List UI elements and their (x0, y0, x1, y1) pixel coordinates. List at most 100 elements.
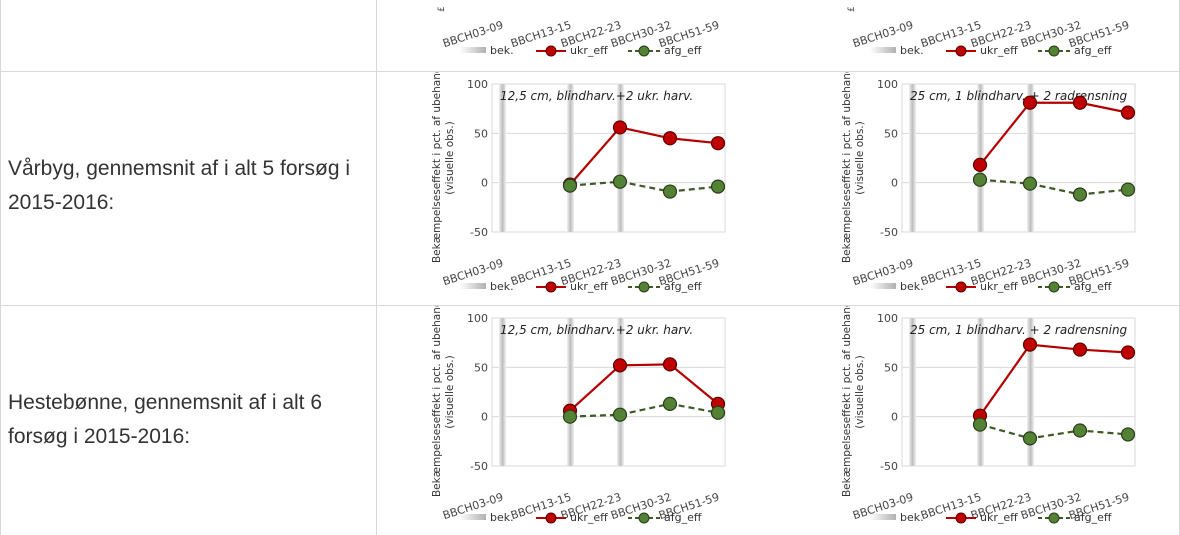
plot-area (491, 317, 726, 467)
legend-ukr-label: ukr_eff (570, 44, 608, 57)
y-axis-label-line2: (visuelle obs.) (854, 355, 866, 428)
legend-ukr-marker (545, 281, 557, 293)
plot-area (901, 317, 1136, 467)
bek-band (617, 84, 624, 232)
y-tick-label: -50 (470, 460, 488, 473)
legend-bek-swatch (460, 514, 486, 520)
table-vline-left (0, 0, 1, 535)
legend-afg-marker (1048, 281, 1060, 293)
chart-heste-left: 100 50 0 -50 Bekæmpelseseffekt i pct. af ube… (431, 306, 726, 524)
data-point-ukr_eff (662, 131, 678, 146)
plot-area (491, 83, 726, 233)
data-point-afg_eff (562, 409, 578, 424)
y-tick-label: 50 (884, 127, 898, 140)
series-line-afg_eff (979, 178, 1129, 196)
y-axis-label-line2: (visuelle obs.) (854, 121, 866, 194)
y-axis-label: Bekæmpelseseffekt i pct. af ubehandlet (431, 306, 443, 497)
bek-band (909, 318, 916, 466)
bek-band (977, 318, 984, 466)
bek-band (567, 84, 574, 232)
data-point-ukr_eff (1120, 345, 1136, 360)
y-axis-label: Bekæmpelseseffekt i pct. af ubehandlet (431, 72, 443, 263)
legend-ukr-marker (545, 45, 557, 57)
legend-afg-marker (1048, 45, 1060, 57)
legend-bek-label: bek. (900, 44, 924, 57)
y-tick-label: -50 (470, 226, 488, 239)
legend-bek-label: bek. (900, 511, 924, 524)
bek-band (1027, 318, 1034, 466)
series-line-afg_eff (569, 402, 719, 418)
legend: bek. ukr_eff afg_eff (460, 44, 702, 57)
y-tick-label: 100 (467, 312, 488, 325)
y-tick-label: 0 (481, 411, 488, 424)
legend-afg-marker (1048, 512, 1060, 524)
data-point-afg_eff (612, 407, 628, 422)
legend-afg-label: afg_eff (664, 44, 702, 57)
series-line-ukr_eff (979, 101, 1129, 166)
chart-varbyg-left: 100 50 0 -50 Bekæmpelseseffekt i pct. af ube… (431, 72, 726, 293)
legend-afg-label: afg_eff (1074, 44, 1112, 57)
y-tick-label: 50 (474, 127, 488, 140)
bek-band (1027, 84, 1034, 232)
y-tick-label: 100 (467, 78, 488, 91)
bek-band (909, 84, 916, 232)
bek-band (567, 318, 574, 466)
legend-ukr-marker (955, 512, 967, 524)
series-line-ukr_eff (569, 363, 719, 412)
data-point-afg_eff (710, 179, 726, 194)
y-tick-label: -50 (880, 460, 898, 473)
legend-ukr-marker (545, 512, 557, 524)
legend-ukr-marker (955, 281, 967, 293)
data-point-ukr_eff (662, 357, 678, 372)
legend: bek. ukr_eff afg_eff (460, 280, 702, 293)
legend-ukr-label: ukr_eff (980, 280, 1018, 293)
legend-ukr-label: ukr_eff (980, 44, 1018, 57)
y-tick-label: 0 (891, 411, 898, 424)
row-label-hestebonne: Hestebønne, gennemsnit af i alt 6 forsøg… (8, 391, 323, 448)
table-hline-2 (0, 305, 1180, 306)
y-axis-label-line2: (visuelle obs.) (444, 121, 456, 194)
legend-bek-label: bek. (490, 280, 514, 293)
data-point-afg_eff (662, 184, 678, 199)
y-axis-label-fragment: £ (847, 6, 857, 12)
row-label-varbyg: Vårbyg, gennemsnit af i alt 5 forsøg i 2… (8, 157, 350, 214)
legend-bek-swatch (460, 283, 486, 289)
legend-afg-label: afg_eff (1074, 511, 1112, 524)
bek-band (617, 318, 624, 466)
data-point-ukr_eff (972, 157, 988, 173)
bek-band (499, 84, 506, 232)
data-point-afg_eff (710, 405, 726, 420)
bek-band (499, 318, 506, 466)
legend-ukr-label: ukr_eff (570, 280, 608, 293)
legend-afg-label: afg_eff (664, 511, 702, 524)
data-point-afg_eff (562, 178, 578, 193)
y-tick-label: 100 (877, 78, 898, 91)
data-point-ukr_eff (1072, 95, 1088, 110)
legend-bek-label: bek. (490, 511, 514, 524)
y-axis-label: Bekæmpelseseffekt i pct. af ubehandlet (841, 72, 853, 263)
y-tick-label: 0 (481, 177, 488, 190)
data-point-afg_eff (972, 172, 988, 187)
chart-heste-right: 100 50 0 -50 Bekæmpelseseffekt i pct. af ube… (841, 306, 1136, 524)
series-line-afg_eff (979, 423, 1129, 440)
data-point-ukr_eff (612, 120, 628, 135)
y-axis-label-line2: (visuelle obs.) (444, 355, 456, 428)
data-point-afg_eff (612, 174, 628, 189)
series-line-afg_eff (569, 180, 719, 193)
y-tick-label: -50 (880, 226, 898, 239)
legend-bek-swatch (460, 47, 486, 53)
data-point-ukr_eff (1072, 342, 1088, 357)
chart-title: 12,5 cm, blindharv.+2 ukr. harv. (500, 323, 693, 337)
legend: bek. ukr_eff afg_eff (870, 280, 1112, 293)
y-axis-label-fragment: £ (437, 6, 447, 12)
data-point-ukr_eff (1022, 95, 1038, 110)
data-point-ukr_eff (612, 358, 628, 373)
legend-ukr-label: ukr_eff (570, 511, 608, 524)
y-axis-label: Bekæmpelseseffekt i pct. af ubehandlet (841, 306, 853, 497)
table-hline-1 (0, 71, 1180, 72)
table-vline-mid (376, 0, 377, 535)
data-point-ukr_eff (1022, 337, 1038, 352)
data-point-afg_eff (1022, 176, 1038, 191)
legend-bek-label: bek. (900, 280, 924, 293)
data-point-ukr_eff (710, 136, 726, 151)
